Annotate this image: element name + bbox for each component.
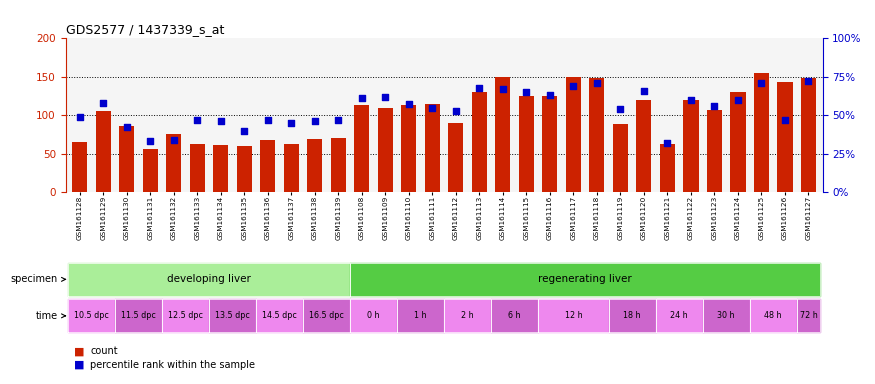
- Point: [167, 137, 181, 143]
- Text: regenerating liver: regenerating liver: [538, 274, 632, 285]
- Point: [144, 138, 158, 144]
- Bar: [566, 77, 581, 192]
- Point: [354, 95, 368, 101]
- Text: 16.5 dpc: 16.5 dpc: [309, 311, 344, 320]
- Point: [707, 103, 721, 109]
- Bar: [284, 144, 299, 192]
- Point: [332, 117, 346, 123]
- Text: ■: ■: [74, 360, 85, 370]
- Point: [308, 118, 322, 124]
- Text: 13.5 dpc: 13.5 dpc: [215, 311, 250, 320]
- Point: [684, 97, 698, 103]
- Point: [590, 80, 604, 86]
- Text: specimen: specimen: [10, 274, 58, 285]
- Bar: [495, 77, 510, 192]
- Text: 30 h: 30 h: [718, 311, 735, 320]
- Bar: [753, 73, 769, 192]
- Bar: [95, 111, 111, 192]
- Bar: [424, 104, 440, 192]
- Point: [661, 140, 675, 146]
- Text: 6 h: 6 h: [508, 311, 521, 320]
- Text: 14.5 dpc: 14.5 dpc: [262, 311, 297, 320]
- Bar: [589, 78, 605, 192]
- Point: [73, 114, 87, 120]
- Bar: [260, 140, 276, 192]
- Point: [425, 104, 439, 111]
- Text: 24 h: 24 h: [670, 311, 688, 320]
- Text: 2 h: 2 h: [461, 311, 474, 320]
- Point: [402, 101, 416, 108]
- Bar: [612, 124, 628, 192]
- Text: 18 h: 18 h: [623, 311, 640, 320]
- Text: ■: ■: [74, 346, 85, 356]
- Bar: [119, 126, 135, 192]
- Bar: [401, 105, 416, 192]
- Point: [449, 108, 463, 114]
- Text: 0 h: 0 h: [368, 311, 380, 320]
- Point: [566, 83, 580, 89]
- Bar: [236, 146, 252, 192]
- Bar: [542, 96, 557, 192]
- Bar: [519, 96, 534, 192]
- Point: [214, 118, 228, 124]
- Bar: [472, 92, 487, 192]
- Bar: [731, 92, 746, 192]
- Text: 1 h: 1 h: [414, 311, 427, 320]
- Bar: [143, 149, 158, 192]
- Bar: [166, 134, 181, 192]
- Bar: [707, 110, 722, 192]
- Point: [190, 117, 204, 123]
- Text: 72 h: 72 h: [800, 311, 817, 320]
- Text: count: count: [90, 346, 118, 356]
- Point: [284, 120, 298, 126]
- Text: 12 h: 12 h: [564, 311, 582, 320]
- Point: [731, 97, 745, 103]
- Bar: [331, 138, 346, 192]
- Text: 10.5 dpc: 10.5 dpc: [74, 311, 108, 320]
- Text: percentile rank within the sample: percentile rank within the sample: [90, 360, 256, 370]
- Point: [754, 80, 768, 86]
- Point: [496, 86, 510, 92]
- Bar: [448, 123, 464, 192]
- Point: [237, 127, 251, 134]
- Point: [96, 100, 110, 106]
- Bar: [214, 145, 228, 192]
- Point: [520, 89, 534, 95]
- Text: 12.5 dpc: 12.5 dpc: [168, 311, 203, 320]
- Bar: [378, 108, 393, 192]
- Bar: [777, 82, 793, 192]
- Point: [778, 117, 792, 123]
- Bar: [354, 105, 369, 192]
- Text: developing liver: developing liver: [167, 274, 251, 285]
- Bar: [660, 144, 675, 192]
- Text: time: time: [36, 311, 58, 321]
- Point: [637, 88, 651, 94]
- Text: 48 h: 48 h: [765, 311, 782, 320]
- Bar: [307, 139, 322, 192]
- Point: [378, 94, 392, 100]
- Point: [802, 78, 816, 84]
- Text: 11.5 dpc: 11.5 dpc: [121, 311, 156, 320]
- Point: [473, 84, 487, 91]
- Point: [261, 117, 275, 123]
- Bar: [636, 100, 652, 192]
- Bar: [801, 78, 816, 192]
- Point: [542, 92, 556, 98]
- Point: [613, 106, 627, 112]
- Bar: [72, 142, 88, 192]
- Point: [120, 124, 134, 131]
- Bar: [683, 100, 698, 192]
- Bar: [190, 144, 205, 192]
- Text: GDS2577 / 1437339_s_at: GDS2577 / 1437339_s_at: [66, 23, 224, 36]
